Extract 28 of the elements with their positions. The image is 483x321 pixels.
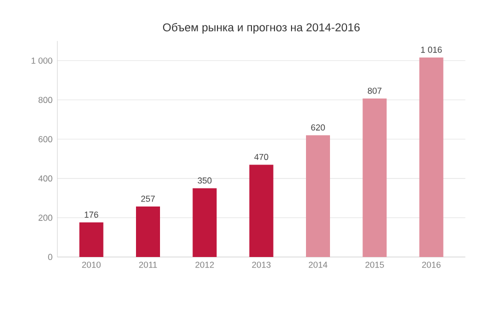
y-tick-label: 1 000 <box>32 58 52 64</box>
data-label: 620 <box>311 124 325 131</box>
data-label: 257 <box>141 196 155 202</box>
x-tick-label: 2012 <box>195 262 214 268</box>
x-tick-label: 2016 <box>422 262 441 268</box>
x-tick-label: 2013 <box>252 262 271 268</box>
data-label: 350 <box>198 177 212 184</box>
x-tick-label: 2010 <box>82 262 101 268</box>
data-label: 1 016 <box>421 46 442 53</box>
data-label: 176 <box>84 212 98 218</box>
bar <box>136 206 160 257</box>
bar <box>306 135 330 257</box>
x-tick-label: 2011 <box>139 262 157 268</box>
data-label: 470 <box>254 154 268 160</box>
bar <box>419 57 444 257</box>
chart-title: Объем рынка и прогноз на 2014-2016 <box>163 22 360 34</box>
y-tick-label: 0 <box>48 254 52 260</box>
data-label: 807 <box>368 88 382 94</box>
y-tick-label: 400 <box>38 175 52 182</box>
bar <box>192 188 217 257</box>
y-tick-label: 800 <box>38 96 52 103</box>
bar <box>79 222 104 257</box>
bar <box>249 164 274 257</box>
x-tick-label: 2015 <box>365 262 384 268</box>
bar <box>362 98 387 257</box>
y-tick-label: 200 <box>38 214 52 221</box>
y-tick-label: 600 <box>38 136 52 142</box>
x-tick-label: 2014 <box>308 262 328 268</box>
